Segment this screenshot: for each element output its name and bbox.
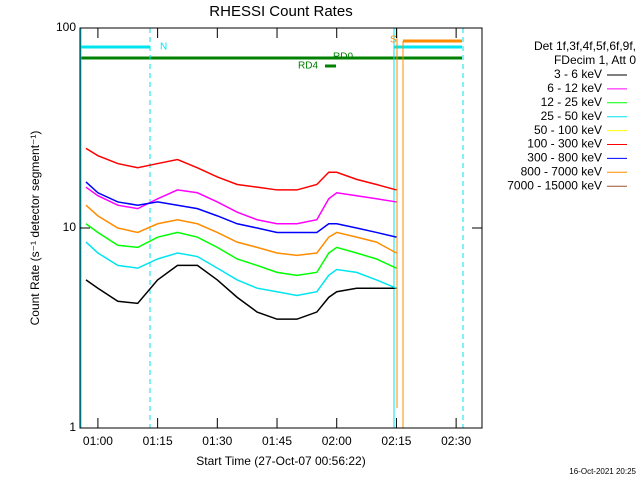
series-line <box>85 223 397 277</box>
legend-label: 6 - 12 keV <box>547 81 602 95</box>
x-tick-label: 01:15 <box>143 434 173 448</box>
legend-label: 300 - 800 keV <box>527 151 602 165</box>
series-line <box>85 181 397 238</box>
x-tick-label: 02:30 <box>441 434 471 448</box>
x-tick-label: 01:30 <box>202 434 232 448</box>
legend-header: FDecim 1, Att 0 <box>554 53 636 67</box>
legend-label: 3 - 6 keV <box>554 67 602 81</box>
legend-label: 100 - 300 keV <box>527 137 602 151</box>
x-tick-label: 02:15 <box>381 434 411 448</box>
footer: 16-Oct-2021 20:25 <box>569 467 636 476</box>
x-tick-label: 01:45 <box>262 434 292 448</box>
x-tick-label: 01:00 <box>83 434 113 448</box>
legend-label: 7000 - 15000 keV <box>507 178 602 192</box>
legend-label: 800 - 7000 keV <box>521 164 602 178</box>
legend-header: Det 1f,3f,4f,5f,6f,9f, <box>534 39 636 53</box>
x-tick-label: 02:00 <box>322 434 352 448</box>
series-line <box>85 204 397 257</box>
y-tick-label: 100 <box>56 20 76 34</box>
y-tick-label: 10 <box>63 220 77 234</box>
annotation: RD0 <box>333 52 353 63</box>
annotation: N <box>160 42 167 53</box>
chart-title: RHESSI Count Rates <box>209 3 352 20</box>
series-line <box>85 147 397 191</box>
y-axis-label: Count Rate (s⁻¹ detector segment⁻¹) <box>28 131 42 326</box>
legend-label: 25 - 50 keV <box>541 109 602 123</box>
annotation: RD4 <box>298 61 318 72</box>
legend-label: 12 - 25 keV <box>541 95 602 109</box>
y-tick-label: 1 <box>69 420 76 434</box>
series-line <box>85 241 397 297</box>
flags <box>80 39 462 68</box>
annotation: S <box>390 35 397 46</box>
series-line <box>85 186 397 225</box>
legend-label: 50 - 100 keV <box>534 123 602 137</box>
series-line <box>85 264 397 320</box>
x-axis-label: Start Time (27-Oct-07 00:56:22) <box>196 454 365 468</box>
